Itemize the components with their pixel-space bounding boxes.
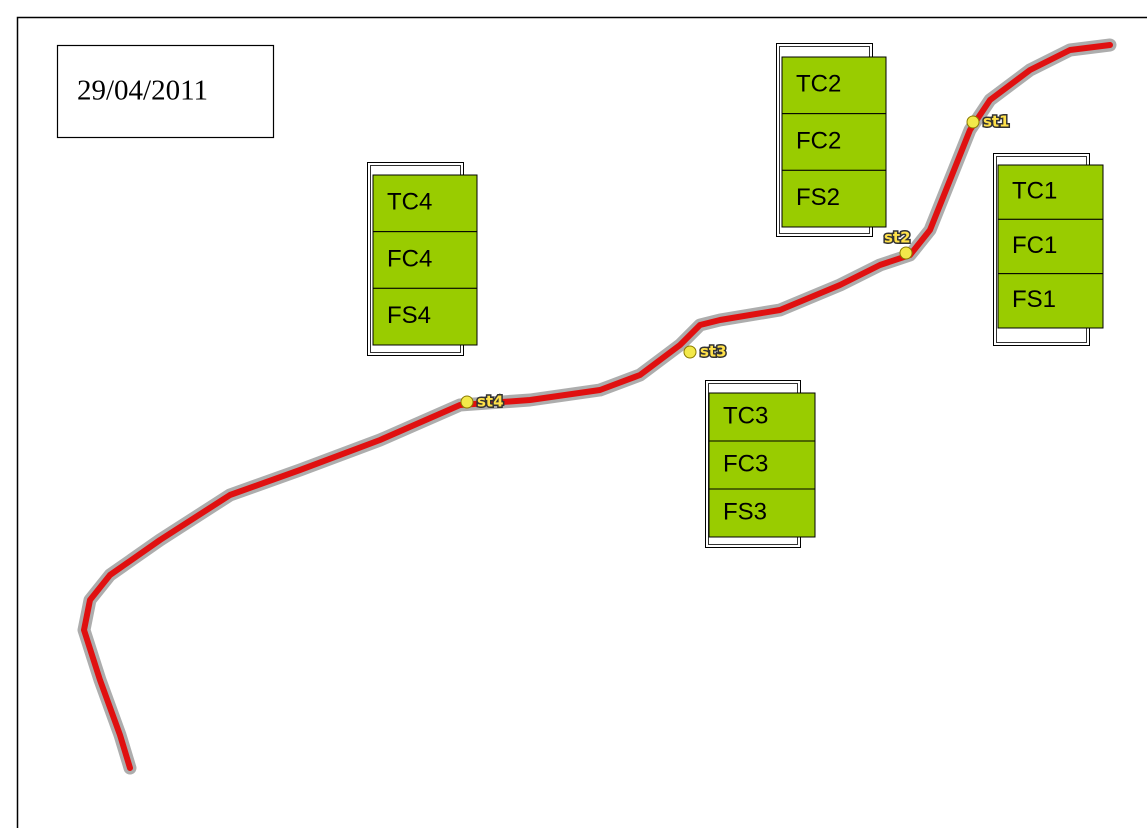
station-marker [899, 246, 913, 260]
station-marker [683, 345, 697, 359]
panel-cell [997, 273, 1104, 329]
panel-cell [372, 287, 478, 346]
date-box [56, 44, 275, 139]
panel-cell-label: FS3 [723, 498, 767, 525]
panel-cell-label: FC4 [387, 245, 432, 272]
panel-cell-label: TC2 [796, 71, 841, 98]
panel-cell-label: TC4 [387, 189, 432, 216]
panel-cell [372, 231, 478, 289]
station-marker [966, 115, 980, 129]
station-label: st2 [884, 229, 911, 247]
panel-cell [997, 218, 1104, 275]
panel-cell [708, 488, 816, 538]
panel-cell [781, 113, 887, 171]
river [81, 42, 1113, 771]
panel-cell [997, 164, 1104, 220]
panel-cell-label: FS4 [387, 302, 431, 329]
station-label: st4 [477, 393, 504, 411]
panel-cell [781, 56, 887, 115]
station-marker [460, 395, 474, 409]
station-label: st3 [700, 343, 727, 361]
station-label: st1 [983, 113, 1010, 131]
panel-cell-label: FC2 [796, 127, 841, 154]
date: 29/04/2011 [77, 75, 208, 107]
panel-cell [708, 392, 816, 442]
panel-cell-label: FS1 [1012, 286, 1056, 313]
frame [16, 16, 1147, 828]
panel-cell [708, 440, 816, 490]
panel-cell-label: FC1 [1012, 232, 1057, 259]
panel-cell-label: FC3 [723, 450, 768, 477]
panel-cell [372, 174, 478, 233]
panel-cell-label: TC3 [723, 402, 768, 429]
panel-cell-label: FS2 [796, 184, 840, 211]
panel-cell-label: TC1 [1012, 178, 1057, 205]
panel-cell [781, 169, 887, 228]
